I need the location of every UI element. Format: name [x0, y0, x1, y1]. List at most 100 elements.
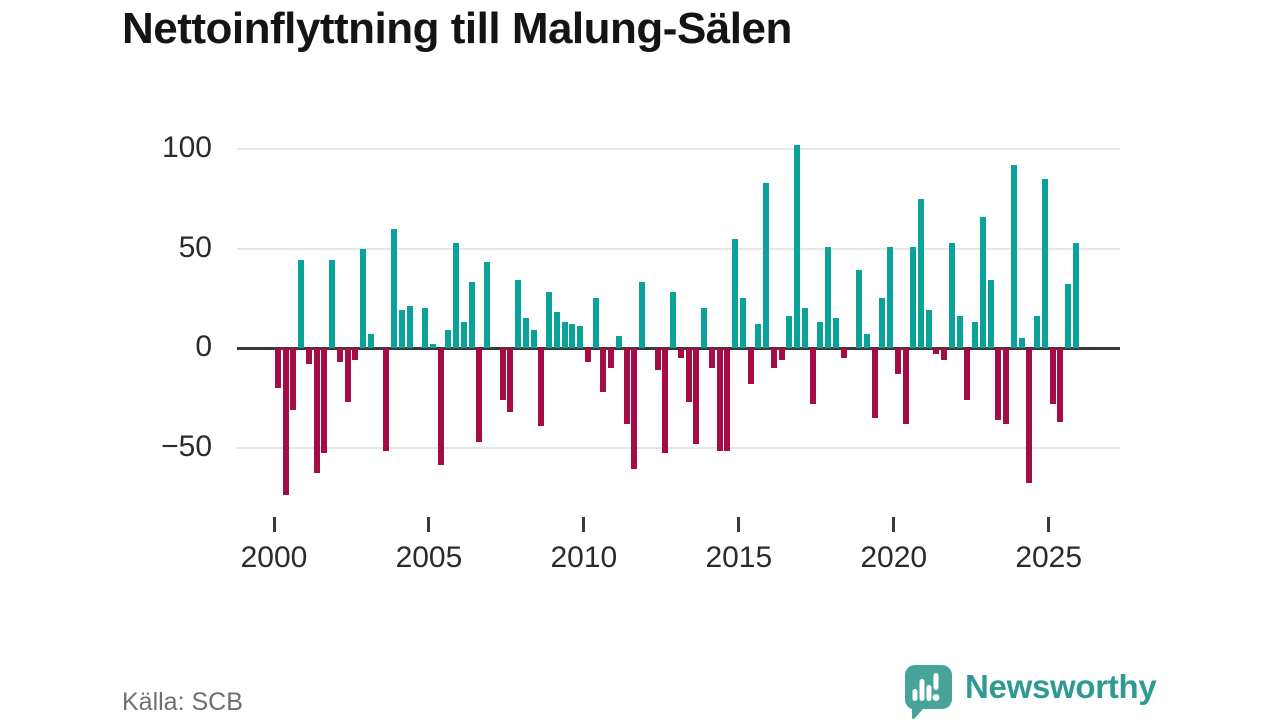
bar-2014Q3	[724, 348, 731, 452]
bar-2016Q2	[778, 348, 785, 360]
bar-2025Q3	[1065, 284, 1072, 348]
bar-2021Q4	[948, 242, 955, 348]
bar-2022Q4	[979, 216, 986, 348]
bar-2007Q2	[499, 348, 506, 400]
x-tick-2000	[272, 517, 276, 532]
bar-2005Q3	[445, 330, 452, 348]
bar-2006Q4	[484, 262, 491, 348]
bar-2024Q1	[1018, 338, 1025, 348]
bar-2021Q2	[933, 348, 940, 354]
bar-2001Q1	[305, 348, 312, 364]
bar-2015Q4	[763, 182, 770, 348]
bar-2007Q4	[515, 280, 522, 348]
bar-2024Q2	[1026, 348, 1033, 484]
chart-title: Nettoinflyttning till Malung-Sälen	[122, 4, 792, 53]
bar-2014Q2	[716, 348, 723, 452]
bar-2015Q3	[755, 324, 762, 348]
bar-2017Q3	[817, 322, 824, 348]
newsworthy-speech-bubble-chart-icon	[904, 665, 952, 720]
bar-2005Q1	[429, 344, 436, 348]
bar-2016Q1	[770, 348, 777, 368]
x-tick-label: 2025	[1015, 541, 1083, 574]
source-label: Källa: SCB	[122, 688, 243, 716]
bar-2018Q1	[832, 318, 839, 348]
bar-2000Q3	[290, 348, 297, 410]
bar-2013Q1	[677, 348, 684, 358]
bar-2016Q3	[786, 316, 793, 348]
x-tick-2005	[427, 517, 431, 532]
bar-2008Q3	[538, 348, 545, 426]
bar-2019Q3	[879, 298, 886, 348]
plot-area	[237, 140, 1120, 510]
bar-2013Q2	[685, 348, 692, 402]
x-tick-label: 2000	[240, 541, 308, 574]
bar-2004Q1	[398, 310, 405, 348]
bar-2012Q2	[654, 348, 661, 370]
bar-2014Q1	[708, 348, 715, 368]
y-tick-label: −50	[161, 429, 212, 463]
bar-2001Q2	[313, 348, 320, 474]
bar-2005Q4	[453, 242, 460, 348]
bar-2008Q4	[546, 292, 553, 348]
bar-2003Q3	[383, 348, 390, 452]
bar-2008Q2	[530, 330, 537, 348]
bar-2010Q1	[584, 348, 591, 362]
bar-2022Q3	[972, 322, 979, 348]
bar-2021Q1	[925, 310, 932, 348]
x-tick-2020	[892, 517, 896, 532]
bar-2016Q4	[794, 145, 801, 348]
x-tick-2015	[737, 517, 741, 532]
y-tick-label: 0	[195, 330, 212, 363]
bar-2012Q3	[662, 348, 669, 454]
bar-2005Q2	[437, 348, 444, 466]
gridline-y-50	[237, 446, 1120, 449]
bar-2020Q3	[910, 246, 917, 348]
bar-2025Q2	[1057, 348, 1064, 422]
bar-2004Q2	[406, 306, 413, 348]
bar-2010Q4	[608, 348, 615, 368]
bar-2000Q2	[282, 348, 289, 496]
bar-2000Q1	[275, 348, 281, 388]
bar-2009Q3	[569, 324, 576, 348]
bar-2023Q3	[1003, 348, 1010, 424]
bar-2023Q2	[995, 348, 1002, 420]
y-tick-label: 50	[178, 230, 212, 264]
bar-2001Q3	[321, 348, 328, 454]
gridline-y100	[237, 148, 1120, 150]
bar-2006Q3	[476, 348, 483, 442]
bar-2003Q4	[391, 228, 398, 348]
bar-2019Q4	[887, 246, 893, 348]
x-tick-label: 2015	[705, 541, 773, 574]
bar-2011Q1	[615, 336, 622, 348]
bar-2021Q3	[941, 348, 948, 360]
bar-2004Q4	[422, 308, 429, 348]
bar-2011Q4	[639, 282, 646, 348]
bar-2020Q2	[902, 348, 909, 424]
bar-2023Q4	[1010, 164, 1017, 348]
bar-2012Q4	[670, 292, 677, 348]
bar-2017Q2	[809, 348, 816, 404]
bar-2025Q1	[1049, 348, 1056, 404]
bar-2014Q4	[732, 238, 739, 348]
bar-2019Q1	[863, 334, 870, 348]
bar-2015Q2	[747, 348, 754, 384]
bar-2013Q4	[701, 308, 708, 348]
x-tick-2025	[1047, 517, 1051, 532]
bar-2017Q1	[801, 308, 808, 348]
bar-2011Q2	[623, 348, 630, 424]
bar-2002Q4	[360, 248, 367, 348]
bar-2008Q1	[522, 318, 529, 348]
bar-2019Q2	[871, 348, 878, 418]
bar-2025Q4	[1072, 242, 1079, 348]
newsworthy-wordmark: Newsworthy	[965, 668, 1157, 705]
bar-2002Q3	[352, 348, 359, 360]
x-tick-label: 2020	[860, 541, 928, 574]
bar-2002Q1	[336, 348, 343, 362]
bar-2015Q1	[739, 298, 746, 348]
bar-2022Q2	[964, 348, 971, 400]
bar-2001Q4	[329, 260, 336, 348]
bar-2020Q1	[894, 348, 901, 374]
y-tick-label: 100	[161, 131, 212, 164]
bar-2003Q1	[367, 334, 374, 348]
bar-2010Q2	[592, 298, 599, 348]
